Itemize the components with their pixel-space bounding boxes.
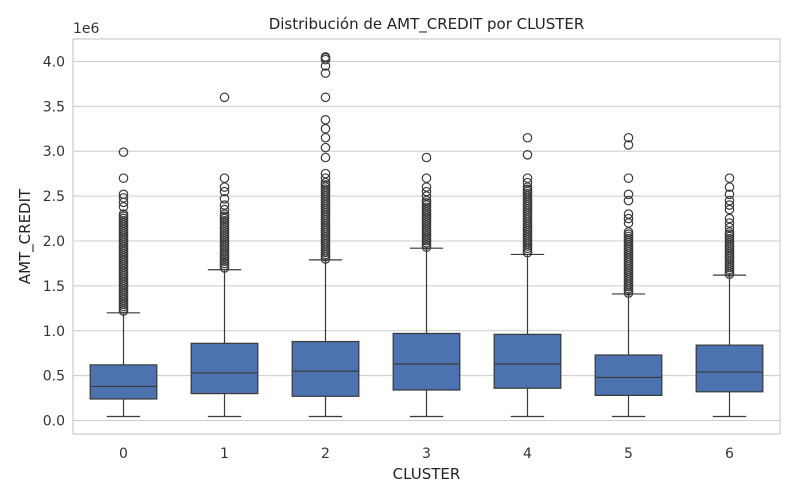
box-cluster-4	[493, 132, 562, 418]
outlier-point	[118, 193, 129, 203]
outlier-point	[623, 132, 634, 143]
y-axis-offset-label: 1e6	[73, 21, 100, 37]
outlier-point	[118, 189, 129, 200]
y-tick-label: 3.5	[43, 99, 65, 115]
outlier-point	[320, 114, 331, 125]
outlier-point	[320, 68, 331, 78]
box-cluster-0	[89, 147, 158, 418]
iqr-box	[493, 333, 562, 389]
outlier-point	[724, 200, 735, 210]
outlier-point	[421, 186, 432, 197]
outlier-point	[219, 186, 230, 197]
iqr-box	[190, 342, 259, 395]
outlier-point	[118, 147, 129, 157]
x-tick-label: 5	[624, 446, 633, 462]
plot-frame	[72, 38, 781, 435]
outlier-point	[320, 92, 331, 103]
outlier-point	[522, 132, 533, 143]
outlier-point	[320, 168, 331, 179]
iqr-box	[89, 364, 158, 400]
outlier-point	[522, 173, 533, 183]
box-cluster-5	[594, 132, 663, 418]
y-tick-label: 2.5	[43, 189, 65, 205]
outlier-point	[522, 150, 533, 160]
box-cluster-2	[291, 52, 360, 418]
outlier-point	[623, 209, 634, 219]
outlier-point	[320, 123, 331, 134]
outlier-point	[522, 177, 533, 188]
x-tick-label: 2	[321, 446, 330, 462]
chart-title: Distribución de AMT_CREDIT por CLUSTER	[269, 15, 585, 34]
x-tick-label: 4	[523, 446, 532, 462]
x-tick-label: 1	[220, 446, 229, 462]
x-tick-label: 6	[725, 446, 734, 462]
outlier-point	[219, 173, 230, 183]
x-tick-label: 3	[422, 446, 431, 462]
iqr-box	[392, 332, 461, 391]
outlier-point	[421, 173, 432, 183]
outlier-point	[724, 195, 735, 206]
iqr-box	[291, 340, 360, 397]
box-cluster-3	[392, 152, 461, 418]
box-cluster-1	[190, 92, 259, 418]
outlier-point	[320, 173, 331, 183]
y-tick-label: 0.0	[43, 414, 65, 430]
x-tick-labels: 0 1 2 3 4 5 6	[119, 446, 734, 462]
outlier-point	[118, 209, 129, 219]
outlier-point	[623, 195, 634, 206]
x-axis-label: CLUSTER	[393, 465, 461, 483]
outlier-point	[219, 193, 230, 204]
outlier-point	[118, 173, 129, 183]
outlier-point	[320, 132, 331, 143]
outlier-point	[219, 200, 230, 210]
boxes	[89, 52, 764, 418]
y-axis-label: AMT_CREDIT	[16, 188, 35, 284]
outlier-point	[421, 152, 432, 163]
y-tick-labels: 0.0 0.5 1.0 1.5 2.0 2.5 3.0 3.5 4.0	[43, 54, 65, 429]
outlier-point	[320, 52, 331, 62]
outlier-point	[724, 173, 735, 183]
outlier-point	[623, 189, 634, 200]
box-cluster-6	[695, 173, 764, 418]
y-tick-label: 0.5	[43, 369, 65, 385]
outlier-point	[320, 152, 331, 163]
x-tick-label: 0	[119, 446, 128, 462]
y-tick-label: 3.0	[43, 144, 65, 160]
outlier-point	[320, 142, 331, 153]
outlier-point	[623, 173, 634, 183]
outlier-point	[219, 92, 230, 103]
outlier-point	[623, 213, 634, 224]
y-tick-label: 4.0	[43, 54, 65, 70]
outlier-point	[623, 140, 634, 150]
outlier-point	[219, 204, 230, 215]
iqr-box	[594, 354, 663, 396]
iqr-box	[695, 344, 764, 393]
y-tick-label: 2.0	[43, 234, 65, 250]
y-tick-label: 1.5	[43, 279, 65, 295]
outlier-point	[724, 189, 735, 200]
outlier-point	[724, 218, 735, 228]
y-tick-label: 1.0	[43, 324, 65, 340]
